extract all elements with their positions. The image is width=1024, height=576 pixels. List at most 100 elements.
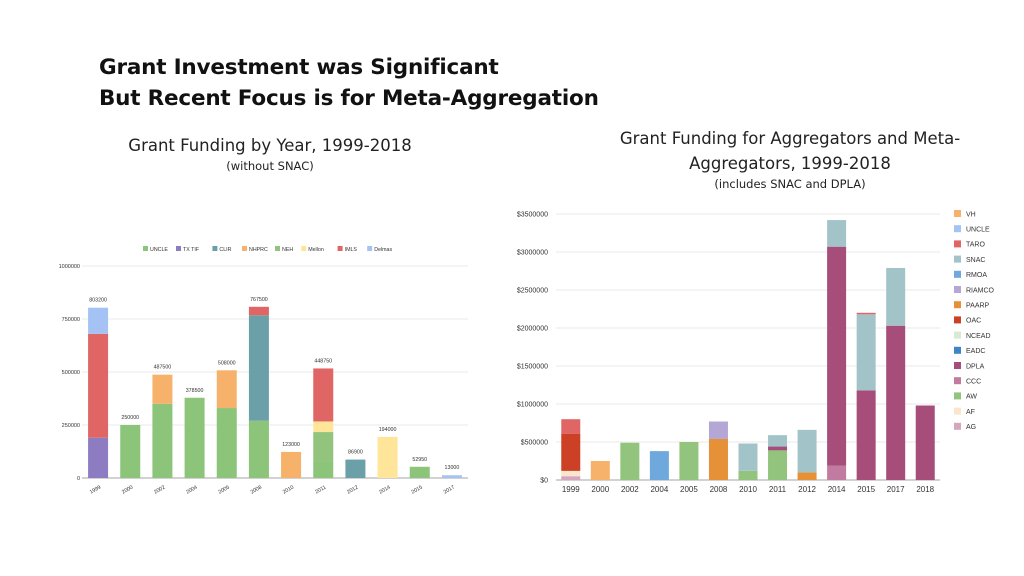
right-y-tick-label: $0 bbox=[540, 478, 548, 485]
left-bar-2008-clir bbox=[248, 315, 269, 421]
right-chart-title-line-2: Aggregators, 1999-2018 bbox=[689, 154, 891, 173]
left-bar-2011-imls bbox=[313, 368, 334, 422]
right-bar-2010-aw bbox=[738, 470, 758, 480]
left-x-tick-label: 2005 bbox=[218, 485, 231, 496]
left-bar-2008-uncle bbox=[248, 420, 269, 478]
right-legend-label-aw: AW bbox=[966, 394, 977, 401]
right-x-tick-label: 2012 bbox=[798, 485, 816, 494]
right-legend-swatch-ccc bbox=[954, 377, 961, 385]
left-legend-swatch-nhprc bbox=[242, 246, 247, 251]
right-bar-2008-riamco bbox=[708, 421, 728, 439]
right-legend-label-paarp: PAARP bbox=[966, 303, 990, 310]
right-y-tick-label: $3500000 bbox=[517, 212, 548, 219]
right-legend-swatch-riamco bbox=[954, 286, 961, 293]
right-legend-label-rmoa: RMOA bbox=[966, 272, 987, 279]
right-legend-label-af: AF bbox=[966, 409, 975, 416]
right-y-tick-label: $1500000 bbox=[517, 364, 548, 371]
right-bar-2000-vh bbox=[590, 461, 610, 480]
left-legend-swatch-clir bbox=[212, 246, 218, 251]
right-legend-label-ncead: NCEAD bbox=[966, 333, 991, 340]
right-bar-2008-paarp bbox=[708, 438, 728, 480]
right-legend-swatch-af bbox=[954, 407, 961, 415]
right-bar-2011-aw bbox=[768, 450, 788, 480]
right-legend-label-riamco: RIAMCO bbox=[966, 287, 995, 294]
right-bar-2014-snac bbox=[827, 220, 847, 247]
left-total-label-2017: 13000 bbox=[445, 465, 460, 471]
left-bar-2010-nhprc bbox=[281, 451, 302, 478]
right-legend-swatch-dpla bbox=[954, 362, 961, 369]
left-legend-swatch-neh bbox=[275, 246, 280, 251]
left-bar-2014-mellon bbox=[377, 436, 398, 478]
right-bar-2015-dpla bbox=[856, 390, 876, 480]
right-x-tick-label: 2018 bbox=[916, 485, 934, 494]
right-y-tick-label: $3000000 bbox=[517, 250, 548, 257]
right-x-tick-label: 1999 bbox=[562, 485, 580, 494]
right-bar-2010-snac bbox=[738, 443, 758, 471]
right-bar-2011-dpla bbox=[768, 446, 788, 451]
right-chart-subtitle: (includes SNAC and DPLA) bbox=[714, 177, 866, 191]
left-bar-2000-uncle bbox=[120, 425, 141, 478]
right-legend-label-oac: OAC bbox=[966, 318, 981, 325]
right-legend-label-taro: TARO bbox=[966, 242, 985, 249]
right-legend-label-eadc: EADC bbox=[966, 348, 985, 355]
left-bar-2002-uncle bbox=[152, 403, 173, 478]
left-total-label-2002: 487500 bbox=[154, 365, 172, 371]
right-bar-2015-taro bbox=[856, 312, 876, 315]
left-x-tick-label: 1999 bbox=[89, 485, 102, 496]
slide-title-line-1: Grant Investment was Significant bbox=[99, 55, 499, 80]
right-legend-label-ccc: CCC bbox=[966, 379, 981, 386]
left-bar-2015-uncle bbox=[409, 466, 430, 478]
left-legend-label-neh: NEH bbox=[282, 247, 293, 253]
right-x-tick-label: 2008 bbox=[710, 485, 728, 494]
left-x-tick-label: 2014 bbox=[378, 485, 391, 496]
left-x-tick-label: 2008 bbox=[250, 485, 263, 496]
right-y-tick-label: $2500000 bbox=[517, 288, 548, 295]
left-chart-title: Grant Funding by Year, 1999-2018 bbox=[128, 136, 412, 155]
left-legend-swatch-tx-tif bbox=[176, 246, 181, 251]
right-bar-2004-rmoa bbox=[649, 451, 669, 480]
right-legend-label-dpla: DPLA bbox=[966, 363, 985, 370]
right-legend-swatch-paarp bbox=[954, 301, 961, 309]
left-bar-2011-neh bbox=[313, 432, 334, 462]
right-bar-2011-snac bbox=[768, 435, 788, 447]
right-legend-label-vh: VH bbox=[966, 211, 976, 218]
left-bar-2005-uncle bbox=[216, 408, 237, 478]
left-bar-2012-clir bbox=[345, 459, 366, 478]
right-bar-1999-ag bbox=[561, 476, 581, 480]
left-y-tick-label: 500000 bbox=[62, 370, 80, 376]
right-bar-2015-snac bbox=[856, 314, 876, 391]
right-legend-swatch-aw bbox=[954, 392, 961, 400]
right-bar-2012-snac bbox=[797, 429, 817, 473]
left-x-tick-label: 2010 bbox=[282, 485, 295, 496]
left-y-tick-label: 1000000 bbox=[59, 264, 80, 270]
right-x-tick-label: 2015 bbox=[857, 485, 875, 494]
left-bar-2008-imls bbox=[248, 306, 269, 316]
left-legend-label-imls: IMLS bbox=[345, 247, 358, 253]
left-x-tick-label: 2002 bbox=[153, 485, 166, 496]
left-bar-1999-tx-tif bbox=[88, 437, 109, 478]
left-total-label-2011: 448750 bbox=[314, 358, 332, 364]
left-total-label-2010: 123000 bbox=[282, 442, 300, 448]
left-bar-1999-imls bbox=[88, 333, 109, 438]
right-bar-2014-ccc bbox=[827, 465, 847, 480]
left-legend-swatch-uncle bbox=[143, 246, 148, 251]
right-bar-2018-dpla bbox=[915, 405, 935, 480]
left-total-label-2008: 767500 bbox=[250, 297, 268, 303]
left-bar-2004-uncle bbox=[184, 397, 205, 478]
slide-title: Grant Investment was Significant But Rec… bbox=[99, 52, 599, 114]
right-bar-1999-taro bbox=[561, 419, 581, 434]
left-bar-2005-nhprc bbox=[216, 370, 237, 409]
right-x-tick-label: 2005 bbox=[680, 485, 698, 494]
right-x-tick-label: 2004 bbox=[650, 485, 668, 494]
right-legend-swatch-oac bbox=[954, 316, 961, 324]
right-legend-swatch-ag bbox=[954, 422, 961, 430]
left-total-label-2015: 52950 bbox=[412, 457, 427, 463]
right-chart-title-line-1: Grant Funding for Aggregators and Meta- bbox=[619, 129, 961, 148]
right-legend-swatch-taro bbox=[954, 240, 961, 248]
right-bar-2005-aw bbox=[679, 442, 699, 480]
right-legend-swatch-rmoa bbox=[954, 270, 961, 278]
right-bar-2017-dpla bbox=[886, 325, 906, 480]
right-y-tick-label: $500000 bbox=[521, 440, 548, 447]
left-x-tick-label: 2017 bbox=[443, 485, 456, 496]
left-bar-1999-delmas bbox=[88, 307, 109, 334]
